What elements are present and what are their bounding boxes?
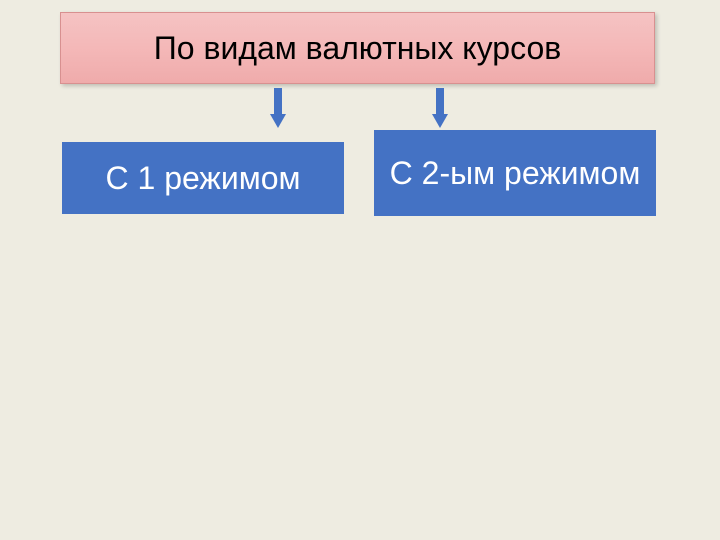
header-text: По видам валютных курсов: [154, 30, 562, 67]
node-box-1: С 1 режимом: [62, 142, 344, 214]
node-text-1: С 1 режимом: [106, 159, 301, 197]
arrow-right: [432, 88, 448, 128]
node-box-2: С 2-ым режимом: [374, 130, 656, 216]
node-text-2: С 2-ым режимом: [390, 154, 641, 192]
header-box: По видам валютных курсов: [60, 12, 655, 84]
arrow-left: [270, 88, 286, 128]
